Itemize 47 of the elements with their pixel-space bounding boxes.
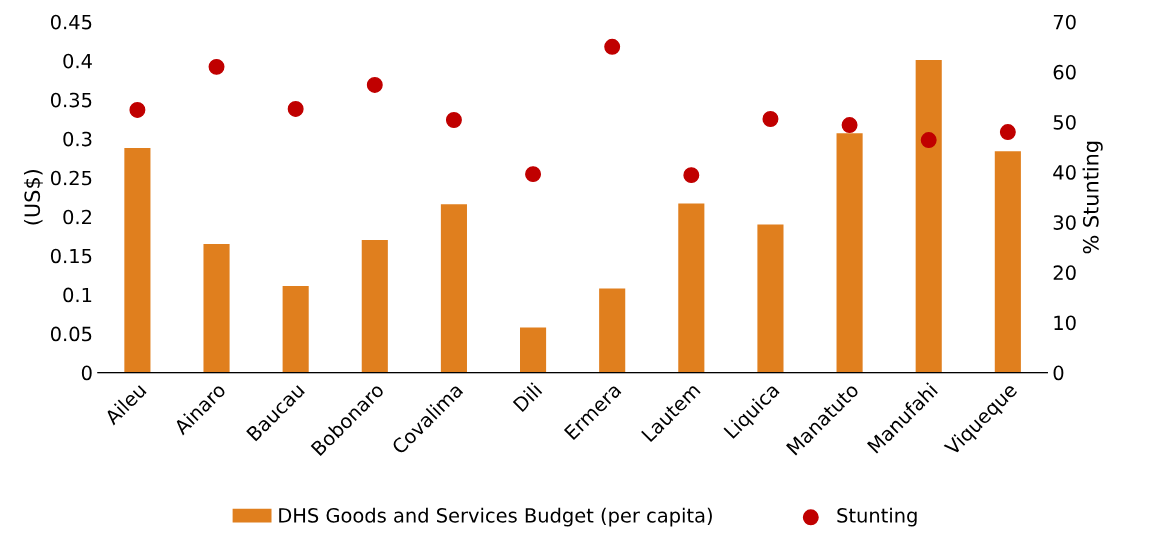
x-tick-label: Dili	[512, 382, 543, 413]
y2-axis-title: % Stunting	[1082, 141, 1103, 254]
y2-tick-label: 60	[1053, 64, 1076, 80]
point	[366, 76, 383, 93]
y-tick-label: 0.35	[50, 92, 92, 108]
y2-tick-label: 40	[1053, 165, 1076, 180]
y2-tick-label: 10	[1054, 315, 1076, 331]
y2-tick-label: 30	[1053, 215, 1076, 230]
bar	[678, 203, 705, 373]
point	[525, 166, 542, 183]
y-tick-label: 0.3	[63, 131, 92, 147]
y-tick-label: 0.2	[63, 209, 92, 225]
y-tick-label: 0.45	[50, 14, 92, 30]
bar	[440, 204, 467, 373]
y-tick-label: 0.15	[50, 248, 92, 264]
point	[762, 111, 779, 127]
point	[683, 167, 700, 184]
bar	[203, 243, 230, 373]
bar	[915, 59, 942, 373]
y2-tick-label: 50	[1053, 114, 1076, 130]
y-tick-label: 0	[81, 365, 92, 381]
y-tick-label: 0.1	[63, 287, 92, 303]
y-tick-label: 0.05	[50, 326, 92, 342]
bar	[361, 240, 388, 373]
point	[604, 38, 621, 55]
y2-tick-label: 70	[1053, 14, 1076, 30]
y-tick-label: 0.25	[50, 170, 92, 186]
legend-label: DHS Goods and Services Budget (per capita)	[279, 507, 712, 527]
bar	[994, 151, 1021, 373]
y2-tick-label: 0	[1053, 365, 1064, 381]
point	[287, 101, 304, 117]
bar	[124, 148, 151, 373]
bar	[520, 327, 547, 373]
point	[999, 124, 1016, 141]
point	[129, 102, 146, 118]
y-tick-label: 0.4	[63, 53, 92, 69]
point	[208, 58, 225, 75]
legend-label: Stunting	[837, 507, 917, 527]
y2-tick-label: 20	[1053, 265, 1076, 281]
point	[445, 112, 462, 128]
point	[920, 132, 937, 149]
bar	[757, 224, 784, 373]
bar	[836, 133, 863, 373]
point	[841, 117, 858, 133]
bar	[599, 288, 626, 373]
y-axis-title: (US$)	[23, 170, 43, 225]
bar	[282, 286, 309, 373]
